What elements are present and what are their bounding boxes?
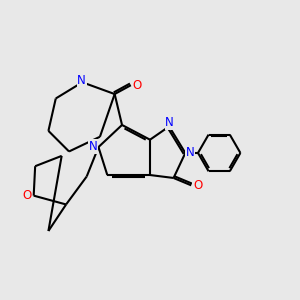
Text: O: O [193, 179, 202, 192]
Text: N: N [89, 140, 98, 153]
Text: N: N [77, 74, 86, 87]
Text: N: N [185, 146, 194, 159]
Text: O: O [22, 189, 32, 202]
Text: O: O [133, 79, 142, 92]
Text: N: N [165, 116, 174, 129]
